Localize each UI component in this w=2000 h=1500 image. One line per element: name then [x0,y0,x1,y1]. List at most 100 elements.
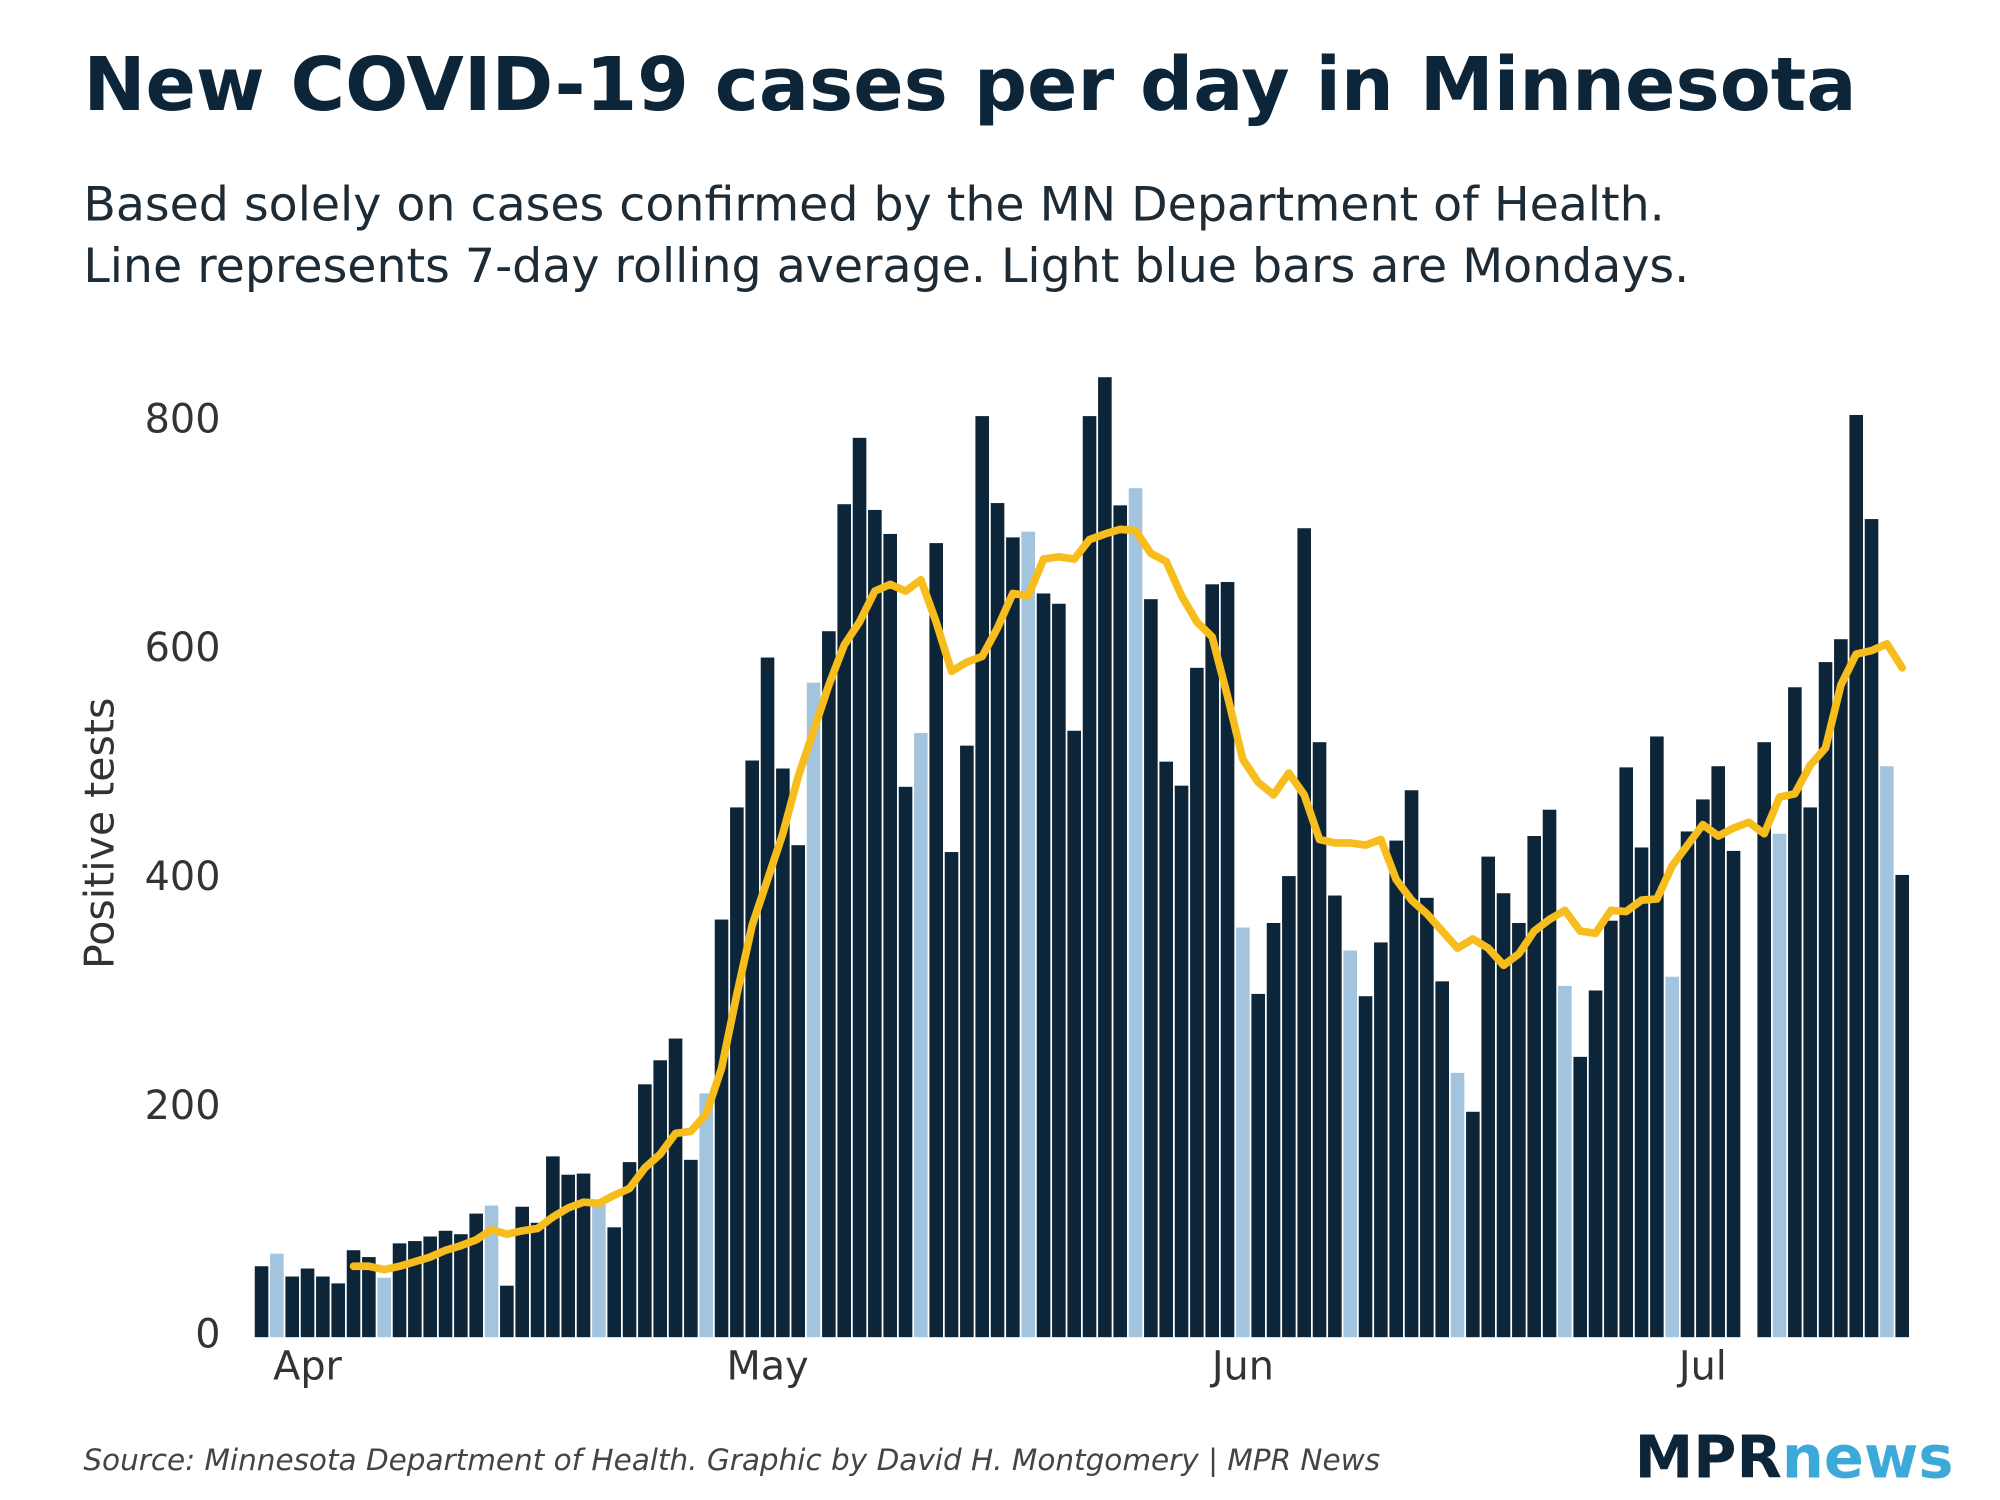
bar [1788,687,1802,1338]
bar [638,1084,652,1338]
subtitle: Line represents 7-day rolling average. L… [83,239,1689,294]
bar [699,1093,713,1338]
bar [1803,807,1817,1338]
bar [1067,730,1081,1338]
bar [1450,1072,1465,1338]
subtitle: Based solely on cases confirmed by the M… [83,178,1664,233]
bar [1665,976,1679,1338]
bar [806,682,821,1338]
bar [1205,584,1219,1338]
bar [331,1283,345,1338]
bar [1328,895,1342,1338]
bar [1358,996,1373,1338]
rolling-average-line [349,525,1907,1274]
bar [1542,809,1557,1338]
bar [1680,831,1695,1338]
bar [1220,582,1235,1338]
bar [990,503,1005,1338]
logo-left: MPR [1635,1423,1782,1492]
bar [745,760,759,1338]
bar [1711,766,1725,1338]
bar [408,1241,422,1338]
bar [1404,790,1419,1338]
bar [1251,993,1265,1338]
bar [837,504,851,1338]
y-tick-label: 200 [145,1083,221,1129]
x-tick-label: Jul [1676,1344,1727,1390]
bar [285,1276,299,1338]
bar [1527,836,1541,1338]
bar [1052,603,1066,1338]
bar [1634,847,1649,1338]
bar [822,631,836,1338]
bar [1389,840,1403,1338]
bar [1006,537,1020,1338]
bar [1098,377,1112,1338]
logo: MPRnews [1635,1423,1954,1492]
bar [960,745,974,1338]
logo-right: news [1782,1423,1954,1492]
bar [1420,897,1434,1338]
bar [592,1202,606,1338]
y-tick-label: 600 [145,625,221,671]
bar [730,807,744,1338]
y-tick-label: 0 [195,1312,220,1358]
bar [975,416,989,1338]
bar [270,1253,284,1338]
y-axis-label: Positive tests [76,698,124,969]
bar [1466,1111,1480,1338]
bar [1343,950,1357,1338]
bar [1236,927,1250,1338]
bar [868,509,882,1338]
bar [1159,761,1173,1338]
bar [1282,876,1296,1338]
bar [1144,599,1158,1338]
bar [1604,920,1618,1338]
x-tick-label: Apr [273,1344,342,1390]
bar [300,1268,315,1338]
y-tick-label: 400 [145,854,221,900]
bar [1650,736,1664,1338]
bar [1481,856,1495,1338]
bar [1696,799,1710,1338]
bar [546,1156,560,1338]
y-tick-label: 800 [145,396,221,442]
bar [1895,874,1909,1338]
bar [1021,531,1035,1338]
bar [1849,414,1863,1338]
bar [254,1266,269,1338]
bar [1297,528,1311,1338]
bar [561,1174,575,1338]
chart-title: New COVID-19 cases per day in Minnesota [83,41,1856,128]
bar [1435,981,1449,1338]
bar [1190,667,1204,1338]
bar [530,1222,545,1338]
bar [776,768,790,1338]
bar [454,1234,468,1338]
bar [1818,662,1833,1338]
bar [377,1277,391,1338]
bar [1266,922,1281,1338]
bar [944,852,959,1338]
bar [1113,505,1127,1338]
bar [852,437,867,1338]
bar [1128,488,1143,1338]
bar [1880,766,1894,1338]
bar [1588,990,1603,1338]
bar [668,1038,683,1338]
bar [914,733,928,1338]
bar [346,1250,361,1338]
bar [1174,785,1189,1338]
bar [760,657,775,1338]
bar [1834,639,1848,1338]
bar [1864,519,1879,1338]
bar [576,1173,591,1338]
bar [1772,833,1787,1338]
bar [515,1206,529,1338]
x-tick-label: Jun [1209,1344,1274,1390]
bar [714,919,729,1338]
source: Source: Minnesota Department of Health. … [83,1443,1380,1478]
bar [898,786,913,1338]
bar [1512,922,1526,1338]
